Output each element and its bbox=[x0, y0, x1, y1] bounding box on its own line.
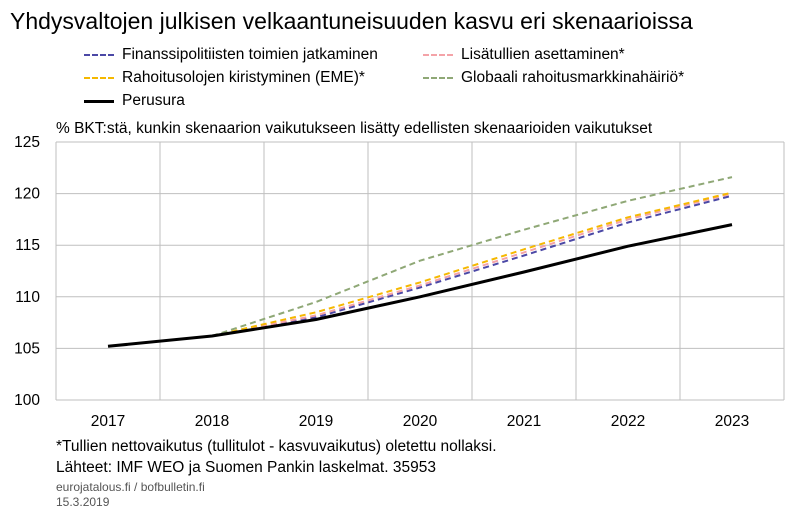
publication-date: 15.3.2019 bbox=[56, 495, 110, 509]
legend-swatch bbox=[423, 77, 453, 79]
legend-label: Lisätullien asettaminen* bbox=[461, 46, 625, 63]
legend-label: Finanssipolitiisten toimien jatkaminen bbox=[122, 46, 378, 63]
x-tick-label: 2017 bbox=[91, 413, 125, 430]
y-tick-label: 115 bbox=[15, 237, 40, 254]
site-credit: eurojatalous.fi / bofbulletin.fi bbox=[56, 480, 205, 494]
y-tick-label: 105 bbox=[14, 340, 40, 357]
legend-label: Rahoitusolojen kiristyminen (EME)* bbox=[122, 69, 365, 86]
x-tick-label: 2020 bbox=[403, 413, 438, 430]
legend-swatch bbox=[423, 54, 453, 56]
x-tick-label: 2021 bbox=[507, 413, 541, 430]
series-line bbox=[211, 191, 733, 337]
legend-item: Finanssipolitiisten toimien jatkaminen bbox=[84, 46, 378, 64]
legend-swatch bbox=[84, 54, 114, 56]
y-tick-label: 100 bbox=[14, 392, 40, 409]
legend-item: Perusura bbox=[84, 92, 185, 110]
y-tick-label: 120 bbox=[14, 186, 40, 203]
y-tick-label: 125 bbox=[14, 134, 40, 151]
series-line bbox=[211, 176, 733, 337]
series-line bbox=[107, 223, 733, 348]
series-line bbox=[211, 192, 733, 337]
x-tick-label: 2019 bbox=[299, 413, 333, 430]
legend-swatch bbox=[84, 99, 114, 103]
legend-item: Rahoitusolojen kiristyminen (EME)* bbox=[84, 69, 365, 87]
x-tick-label: 2018 bbox=[195, 413, 229, 430]
x-tick-label: 2023 bbox=[715, 413, 749, 430]
legend-label: Perusura bbox=[122, 92, 185, 109]
x-tick-label: 2022 bbox=[611, 413, 645, 430]
chart-subtitle: % BKT:stä, kunkin skenaarion vaikutuksee… bbox=[56, 120, 653, 137]
legend-label: Globaali rahoitusmarkkinahäiriö* bbox=[461, 69, 685, 86]
y-tick-label: 110 bbox=[15, 289, 40, 306]
legend-item: Lisätullien asettaminen* bbox=[423, 46, 625, 64]
legend-swatch bbox=[84, 77, 114, 79]
sources: Lähteet: IMF WEO ja Suomen Pankin laskel… bbox=[56, 459, 436, 476]
footnote: *Tullien nettovaikutus (tullitulot - kas… bbox=[56, 438, 497, 455]
chart-title: Yhdysvaltojen julkisen velkaantuneisuude… bbox=[10, 8, 693, 34]
legend-item: Globaali rahoitusmarkkinahäiriö* bbox=[423, 69, 684, 87]
